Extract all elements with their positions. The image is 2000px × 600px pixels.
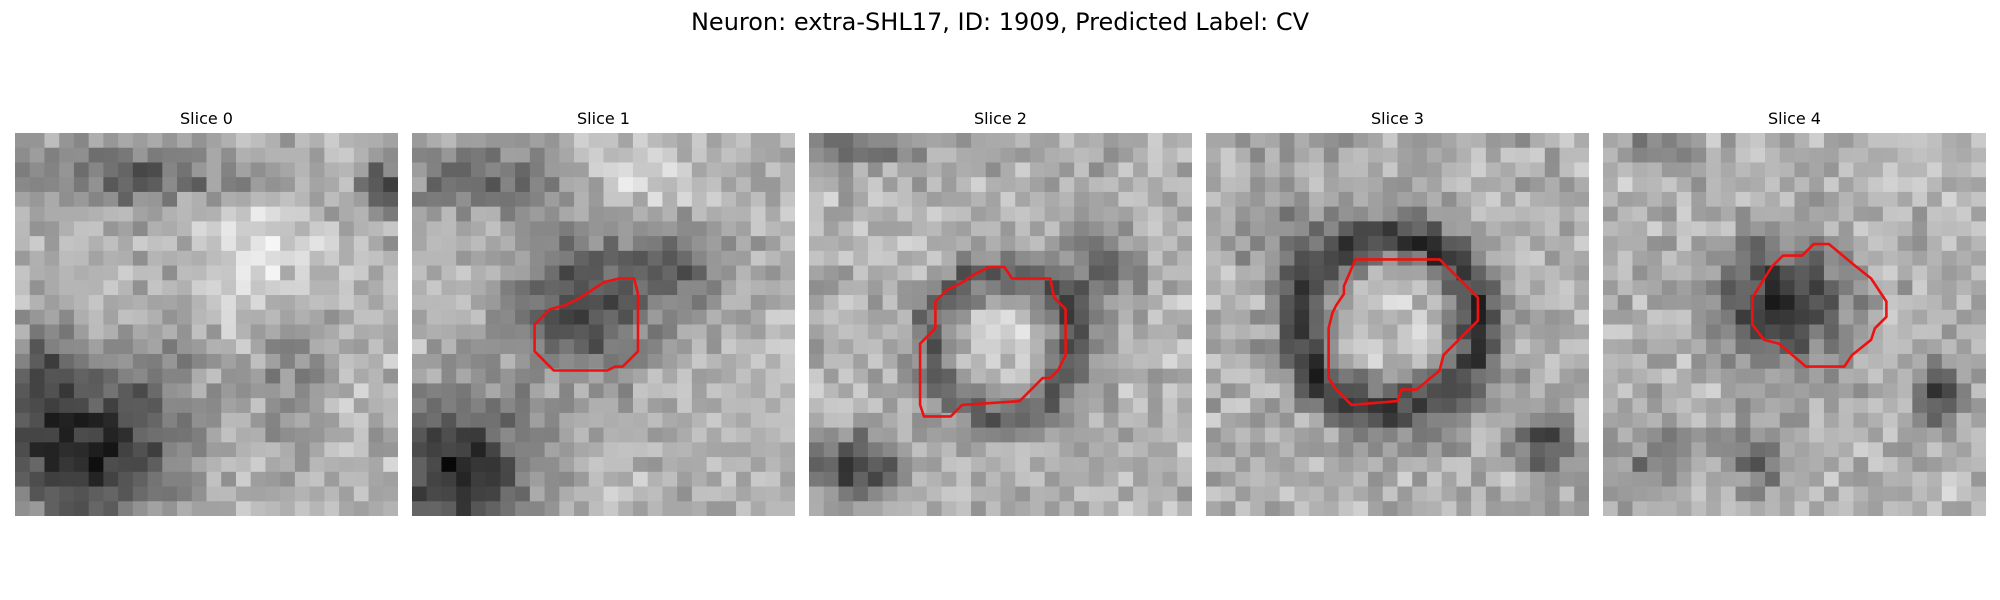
slice-title-3: Slice 3 <box>1371 109 1424 128</box>
slice-panel-4: Slice 4 <box>1603 108 1986 516</box>
slice-title-2: Slice 2 <box>974 109 1027 128</box>
segmentation-outline-3 <box>1327 258 1480 407</box>
slice-image-0 <box>15 133 398 516</box>
slice-panel-1: Slice 1 <box>412 108 795 516</box>
slice-image-4 <box>1603 133 1986 516</box>
slice-title-4: Slice 4 <box>1768 109 1821 128</box>
slice-image-1 <box>412 133 795 516</box>
slice-image-3 <box>1206 133 1589 516</box>
figure-title: Neuron: extra-SHL17, ID: 1909, Predicted… <box>690 8 1310 36</box>
slice-panel-3: Slice 3 <box>1206 108 1589 516</box>
slice-title-0: Slice 0 <box>180 109 233 128</box>
segmentation-outline-4 <box>1751 242 1888 368</box>
segmentation-outline-1 <box>533 277 640 372</box>
segmentation-outline-2 <box>918 265 1067 418</box>
slice-title-1: Slice 1 <box>577 109 630 128</box>
slice-image-2 <box>809 133 1192 516</box>
slice-panel-0: Slice 0 <box>15 108 398 516</box>
slice-panel-2: Slice 2 <box>809 108 1192 516</box>
